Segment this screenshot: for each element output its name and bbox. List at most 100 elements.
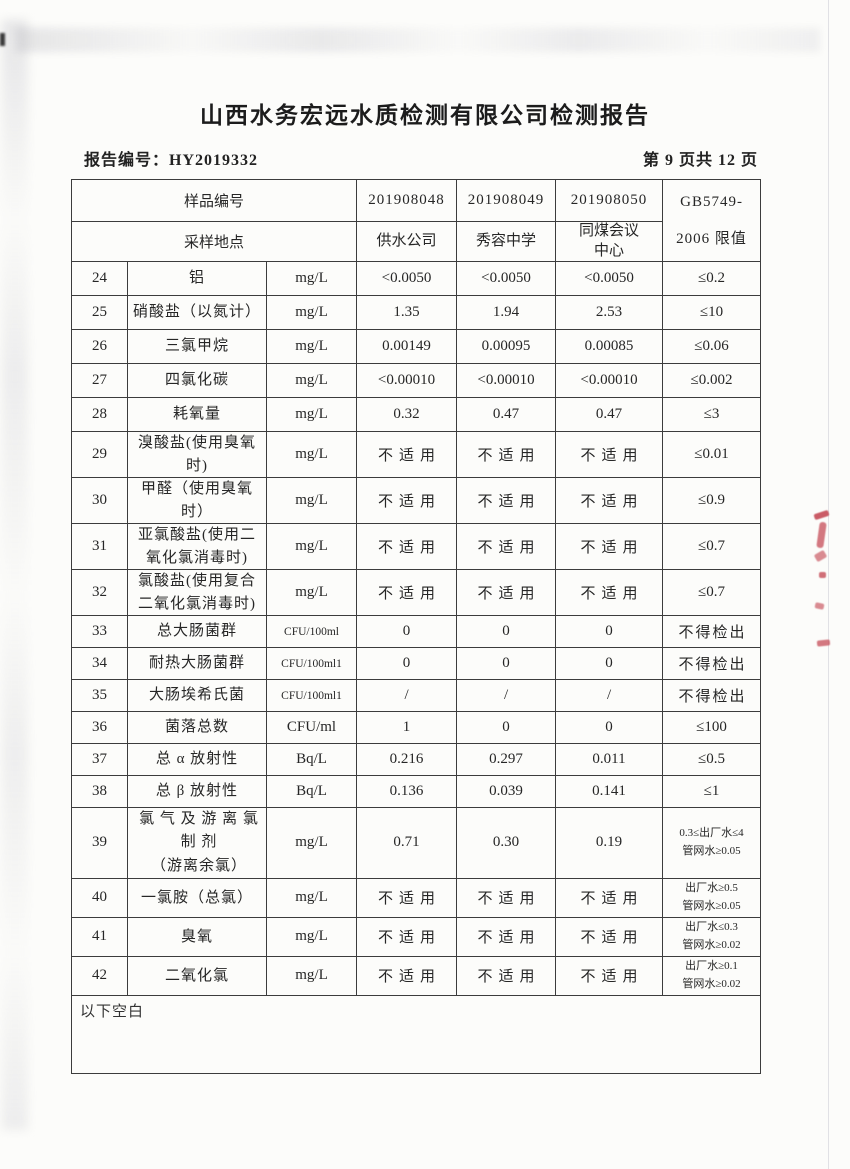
- sample2-value-cell: /: [456, 679, 557, 712]
- sample3-value-cell: 0: [555, 615, 664, 648]
- parameter-name-cell: 总 β 放射性: [127, 775, 267, 808]
- row-index-cell: 27: [71, 363, 128, 398]
- sample3-value-cell: <0.0050: [555, 261, 664, 296]
- row-index-cell: 32: [71, 569, 128, 616]
- sample3-value-cell: 0.011: [555, 743, 664, 776]
- unit-cell: mg/L: [265, 295, 358, 330]
- standard-year-label: 2006 限值: [676, 230, 747, 247]
- sample1-value-cell: 1: [356, 711, 458, 744]
- sample2-value-cell: 0.297: [456, 743, 557, 776]
- sample3-value-cell: 不适用: [555, 523, 664, 570]
- table-row: 33 总大肠菌群 CFU/100ml 0 0 0 不得检出: [71, 615, 762, 648]
- sample1-value-cell: 不适用: [356, 955, 458, 996]
- sample1-value-cell: /: [356, 679, 458, 712]
- row-index-cell: 37: [71, 743, 128, 776]
- table-footer: 以下空白: [70, 994, 762, 1074]
- parameter-name-cell: 耐热大肠菌群: [127, 647, 267, 680]
- red-stamp-fragment: [819, 572, 826, 578]
- row-index-cell: 28: [71, 397, 128, 432]
- sample3-value-cell: 不适用: [555, 877, 664, 918]
- sample3-value-cell: 不适用: [555, 431, 664, 478]
- row-index-cell: 33: [71, 615, 128, 648]
- table-row: 35 大肠埃希氏菌 CFU/100ml1 / / / 不得检出: [71, 679, 762, 712]
- unit-cell: mg/L: [265, 477, 358, 524]
- sample2-value-cell: 不适用: [456, 477, 557, 524]
- limit-value-cell: ≤10: [662, 295, 762, 330]
- unit-cell: mg/L: [265, 431, 358, 478]
- parameter-name-cell: 氯酸盐(使用复合 二氧化氯消毒时): [127, 569, 267, 616]
- footer-row: 以下空白: [70, 994, 762, 1074]
- row-index-cell: 31: [71, 523, 128, 570]
- table-row: 28 耗氧量 mg/L 0.32 0.47 0.47 ≤3: [71, 397, 762, 432]
- sample2-value-cell: 不适用: [456, 877, 557, 918]
- table-row: 41 臭氧 mg/L 不适用 不适用 不适用 出厂水≤0.3 管网水≥0.02: [71, 916, 762, 957]
- sample-id-cell: 201908050: [555, 179, 664, 222]
- sample3-value-cell: 0.47: [555, 397, 664, 432]
- parameter-name-cell: 一氯胺（总氯）: [127, 877, 267, 918]
- limit-value-cell: ≤0.01: [662, 431, 762, 478]
- sample1-value-cell: <0.00010: [356, 363, 458, 398]
- sample2-value-cell: <0.00010: [456, 363, 557, 398]
- parameter-name-cell: 亚氯酸盐(使用二 氧化氯消毒时): [127, 523, 267, 570]
- row-index-cell: 25: [71, 295, 128, 330]
- parameter-name-cell: 三氯甲烷: [127, 329, 267, 364]
- row-index-cell: 38: [71, 775, 128, 808]
- sample2-value-cell: 0: [456, 647, 557, 680]
- sample3-value-cell: 0.19: [555, 807, 664, 879]
- page-title: 山西水务宏远水质检测有限公司检测报告: [200, 103, 650, 128]
- scan-edge-line: [828, 0, 829, 1169]
- location-cell: 供水公司: [356, 221, 458, 262]
- limit-value-cell: ≤0.7: [662, 569, 762, 616]
- limit-value-cell: ≤0.002: [662, 363, 762, 398]
- row-index-cell: 36: [71, 711, 128, 744]
- row-index-cell: 34: [71, 647, 128, 680]
- standard-name: GB5749-: [680, 193, 743, 210]
- sample3-value-cell: 不适用: [555, 477, 664, 524]
- parameter-name-cell: 硝酸盐（以氮计）: [127, 295, 267, 330]
- sample1-value-cell: 0.71: [356, 807, 458, 879]
- sample3-value-cell: 不适用: [555, 569, 664, 616]
- sample1-value-cell: 0.00149: [356, 329, 458, 364]
- row-index-cell: 30: [71, 477, 128, 524]
- parameter-name-cell: 氯 气 及 游 离 氯 制 剂 （游离余氯）: [127, 807, 267, 879]
- location-label-cell: 采样地点: [70, 221, 358, 262]
- below-blank-note: 以下空白: [70, 994, 762, 1074]
- sample2-value-cell: 不适用: [456, 523, 557, 570]
- limit-value-cell: ≤0.06: [662, 329, 762, 364]
- unit-cell: mg/L: [265, 955, 358, 996]
- sample1-value-cell: <0.0050: [356, 261, 458, 296]
- limit-value-cell: ≤100: [662, 711, 762, 744]
- parameter-name-cell: 溴酸盐(使用臭氧 时): [127, 431, 267, 478]
- table-row: 24 铝 mg/L <0.0050 <0.0050 <0.0050 ≤0.2: [71, 261, 762, 296]
- sample2-value-cell: 不适用: [456, 916, 557, 957]
- sample2-value-cell: 0.00095: [456, 329, 557, 364]
- sample1-value-cell: 不适用: [356, 916, 458, 957]
- red-stamp-fragment: [814, 602, 825, 610]
- sample1-value-cell: 0.32: [356, 397, 458, 432]
- sample2-value-cell: 0: [456, 711, 557, 744]
- limit-value-cell: ≤0.2: [662, 261, 762, 296]
- table-row: 42 二氧化氯 mg/L 不适用 不适用 不适用 出厂水≥0.1 管网水≥0.0…: [71, 955, 762, 996]
- table-row: 38 总 β 放射性 Bq/L 0.136 0.039 0.141 ≤1: [71, 775, 762, 808]
- limit-value-cell: ≤1: [662, 775, 762, 808]
- water-quality-results-table: 样品编号 201908048 201908049 201908050 GB574…: [70, 179, 762, 1074]
- sample2-value-cell: 不适用: [456, 431, 557, 478]
- location-cell: 同煤会议 中心: [555, 221, 664, 262]
- limit-value-cell: ≤0.5: [662, 743, 762, 776]
- unit-cell: CFU/100ml1: [265, 647, 358, 680]
- parameter-name-cell: 总 α 放射性: [127, 743, 267, 776]
- table-row: 26 三氯甲烷 mg/L 0.00149 0.00095 0.00085 ≤0.…: [71, 329, 762, 364]
- sample-id-cell: 201908048: [356, 179, 458, 222]
- limit-value-cell: ≤0.9: [662, 477, 762, 524]
- limit-value-cell: ≤0.7: [662, 523, 762, 570]
- parameter-name-cell: 四氯化碳: [127, 363, 267, 398]
- table-row: 39 氯 气 及 游 离 氯 制 剂 （游离余氯） mg/L 0.71 0.30…: [71, 807, 762, 879]
- sample1-value-cell: 不适用: [356, 431, 458, 478]
- sample2-value-cell: 不适用: [456, 569, 557, 616]
- sample1-value-cell: 不适用: [356, 477, 458, 524]
- red-stamp-fragment: [816, 521, 827, 549]
- row-index-cell: 26: [71, 329, 128, 364]
- table-row: 40 一氯胺（总氯） mg/L 不适用 不适用 不适用 出厂水≥0.5 管网水≥…: [71, 877, 762, 918]
- limit-value-cell: 出厂水≤0.3 管网水≥0.02: [662, 916, 762, 957]
- sample2-value-cell: 0.47: [456, 397, 557, 432]
